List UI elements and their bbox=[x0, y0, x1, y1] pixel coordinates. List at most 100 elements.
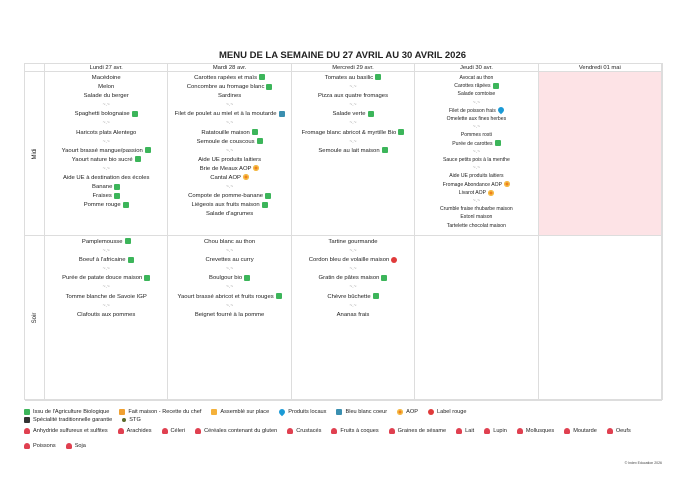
bio-icon bbox=[381, 274, 388, 281]
loc-icon bbox=[277, 407, 287, 416]
allergen-item: Arachides bbox=[117, 424, 152, 439]
separator: ~.~ bbox=[102, 284, 110, 291]
separator: ~.~ bbox=[225, 147, 234, 154]
allergen-icon bbox=[161, 427, 168, 434]
menu-item-label: Spaghetti bolognaise bbox=[74, 111, 130, 118]
menu-item: Sauce petits pois à la menthe bbox=[415, 156, 537, 164]
bio-icon bbox=[122, 201, 129, 208]
copyright: © Index Education 2026 bbox=[624, 461, 662, 465]
bio-icon bbox=[244, 274, 251, 281]
menu-item-label: Melon bbox=[98, 84, 115, 91]
lr-icon bbox=[391, 256, 398, 263]
menu-item-label: Pamplemousse bbox=[81, 239, 123, 245]
menu-cell: Avocat au thon Carottes râpées Salade comt… bbox=[415, 72, 539, 236]
menu-item: Spaghetti bolognaise bbox=[45, 110, 167, 119]
legend-item: Issu de l'Agriculture Biologique bbox=[24, 408, 109, 416]
legend-item: Bleu blanc coeur bbox=[336, 408, 387, 416]
menu-item-label: Aide UE produits laitiers bbox=[198, 156, 262, 163]
menu-item-label: Crevettes au curry bbox=[205, 257, 254, 264]
bio-icon bbox=[398, 129, 405, 135]
allergen-item: Fruits à coques bbox=[331, 424, 379, 439]
menu-item-label: Banane bbox=[92, 184, 113, 191]
menu-item: Carottes rapées et maïs bbox=[168, 74, 290, 83]
menu-item-label: Semoule au lait maison bbox=[318, 147, 380, 154]
day-header: Vendredi 01 mai bbox=[538, 64, 662, 72]
separator: ~.~ bbox=[472, 99, 480, 106]
separator: ~.~ bbox=[102, 248, 110, 255]
menu-item: Gratin de pâtes maison bbox=[292, 274, 414, 283]
menu-item-label: Semoule de couscous bbox=[196, 138, 255, 145]
menu-cell: Macédoine Melon Salade du berger ~.~ Spaghet… bbox=[45, 72, 169, 236]
allergen-icon bbox=[456, 427, 463, 434]
bio-icon bbox=[494, 140, 501, 147]
separator: ~.~ bbox=[472, 124, 480, 131]
menu-item-label: Yaourt nature bio sucré bbox=[71, 156, 133, 163]
separator: ~.~ bbox=[349, 284, 357, 291]
allergen-icon bbox=[388, 427, 395, 434]
separator: ~.~ bbox=[102, 138, 110, 145]
row-label-text: Midi bbox=[31, 147, 38, 160]
lr-icon bbox=[427, 408, 434, 415]
bio-icon bbox=[266, 83, 273, 90]
allergen-item: Moutarde bbox=[564, 424, 597, 439]
allergen-item: Lupin bbox=[484, 424, 507, 439]
separator: ~.~ bbox=[225, 284, 234, 291]
legend: Issu de l'Agriculture Biologique Fait mai… bbox=[24, 407, 664, 454]
menu-item: Semoule au lait maison bbox=[292, 147, 414, 156]
menu-item: Chèvre bûchette bbox=[292, 293, 414, 302]
menu-item-label: Aide UE à destination des écoles bbox=[62, 175, 150, 182]
menu-item: Salade verte bbox=[292, 110, 414, 119]
separator: ~.~ bbox=[102, 266, 110, 273]
allergen-icon bbox=[24, 442, 30, 449]
menu-item: Ratatouille maison bbox=[168, 129, 290, 138]
menu-item: Aide UE produits laitiers bbox=[168, 156, 290, 165]
menu-item-label: Livarot AOP bbox=[458, 189, 486, 196]
menu-item-label: Fraises bbox=[92, 193, 112, 200]
aop-icon bbox=[242, 174, 249, 181]
aop-icon bbox=[397, 408, 404, 415]
row-label-text: Soir bbox=[31, 312, 38, 324]
menu-item: Filet de poulet au miel et à la moutarde bbox=[168, 110, 290, 119]
menu-item-label: Yaourt brassé mangue/passion bbox=[61, 147, 143, 154]
menu-item-label: Macédoine bbox=[91, 75, 121, 81]
menu-item: Boeuf à l'africaine bbox=[45, 256, 167, 265]
menu-item: Salade du berger bbox=[45, 92, 167, 101]
menu-cell: Tartine gourmande ~.~ Cordon bleu de volai… bbox=[291, 236, 416, 401]
menu-item-label: Ananas frais bbox=[336, 311, 370, 318]
allergen-item: Anhydride sulfureux et sulfites bbox=[24, 424, 108, 439]
menu-item-label: Tomme blanche de Savoie IGP bbox=[65, 293, 147, 300]
menu-item: Tomates au basilic bbox=[292, 74, 414, 83]
menu-item-label: Gratin de pâtes maison bbox=[318, 275, 380, 282]
allergen-icon bbox=[117, 427, 124, 434]
bio-icon bbox=[24, 408, 30, 415]
bio-icon bbox=[127, 256, 134, 263]
menu-item-label: Pommes rosti bbox=[460, 132, 492, 139]
menu-item: Haricots plats Alentego bbox=[45, 129, 167, 138]
menu-cell: Pamplemousse ~.~ Boeuf à l'africaine ~.~ Pur… bbox=[45, 236, 169, 401]
allergen-icon bbox=[516, 427, 523, 434]
allergen-item: Soja bbox=[65, 439, 86, 454]
menu-item-label: Compote de pomme-banane bbox=[188, 193, 264, 200]
allergen-item: Graines de sésame bbox=[388, 424, 446, 439]
menu-item: Purée de carottes bbox=[415, 140, 537, 148]
bio-icon bbox=[259, 74, 266, 81]
menu-item: Pamplemousse bbox=[45, 238, 167, 247]
separator: ~.~ bbox=[225, 266, 234, 273]
fm-icon bbox=[119, 408, 126, 415]
allergen-legend: Anhydride sulfureux et sulfites Arachides… bbox=[24, 424, 664, 454]
menu-item: Carottes râpées bbox=[415, 82, 537, 90]
allergen-text: Poissons bbox=[33, 443, 56, 449]
separator: ~.~ bbox=[102, 102, 110, 109]
menu-item-label: Estonl maison bbox=[460, 214, 493, 221]
menu-item: Clafoutis aux pommes bbox=[45, 311, 167, 320]
legend-item: Produits locaux bbox=[277, 407, 326, 416]
legend-item: Fait maison - Recette du chef bbox=[119, 408, 201, 416]
menu-item-label: Sauce petits pois à la menthe bbox=[442, 157, 510, 164]
menu-item: Chou blanc au thon bbox=[168, 238, 290, 247]
separator: ~.~ bbox=[349, 84, 357, 91]
bbc-icon bbox=[336, 408, 343, 415]
separator: ~.~ bbox=[472, 198, 480, 205]
bio-icon bbox=[131, 110, 138, 117]
bio-icon bbox=[261, 201, 268, 208]
menu-item: Crevettes au curry bbox=[168, 256, 290, 265]
